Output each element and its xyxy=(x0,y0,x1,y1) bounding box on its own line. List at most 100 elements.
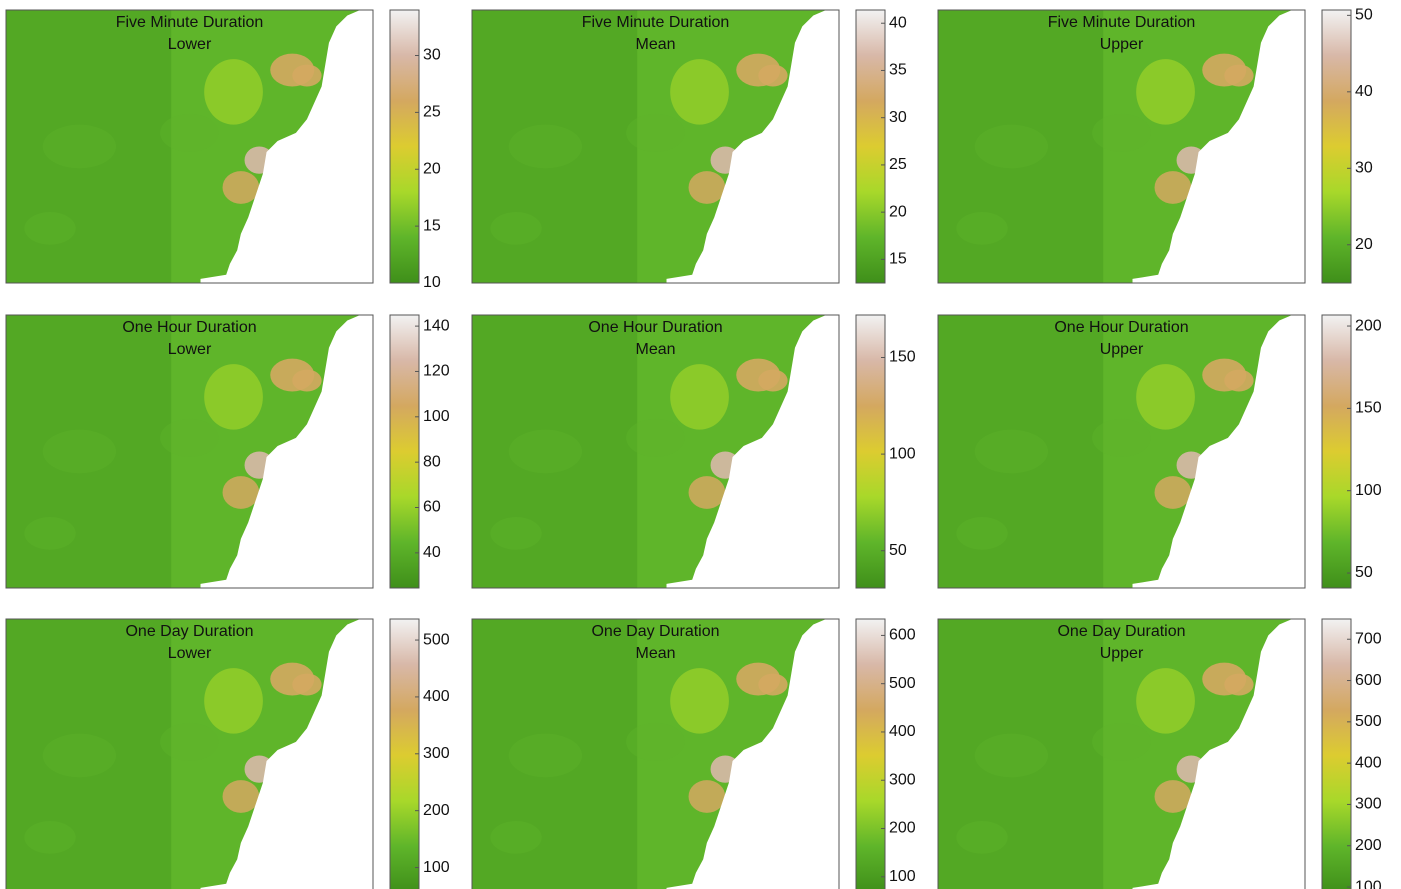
map-subtitle: Mean xyxy=(635,645,675,662)
map-feature xyxy=(975,734,1048,778)
map-feature xyxy=(24,517,75,550)
map-feature xyxy=(223,171,260,204)
map-feature xyxy=(670,668,729,734)
map-feature xyxy=(1092,419,1151,457)
colorbar-tick-label: 40 xyxy=(1355,83,1373,100)
colorbar-tick-label: 600 xyxy=(889,627,916,644)
map-subtitle: Lower xyxy=(168,341,212,358)
colorbar-tick-label: 400 xyxy=(1355,754,1382,771)
map-feature xyxy=(24,821,75,854)
map-title: One Day Duration xyxy=(591,623,719,640)
colorbar xyxy=(856,315,885,588)
map-feature xyxy=(689,476,726,509)
colorbar xyxy=(1322,315,1351,588)
map-feature xyxy=(24,212,75,245)
map-title: One Day Duration xyxy=(125,623,253,640)
colorbar-tick-label: 15 xyxy=(889,251,907,268)
map-subtitle: Upper xyxy=(1100,645,1144,662)
map-feature xyxy=(509,430,582,474)
colorbar xyxy=(1322,10,1351,283)
map-title: One Hour Duration xyxy=(122,319,256,336)
map-feature xyxy=(956,212,1007,245)
map-feature xyxy=(43,430,116,474)
colorbar xyxy=(1322,619,1351,889)
colorbar-tick-label: 30 xyxy=(1355,160,1373,177)
colorbar-tick-label: 25 xyxy=(423,104,441,121)
colorbar-tick-label: 80 xyxy=(423,453,441,470)
colorbar-tick-label: 150 xyxy=(1355,400,1382,417)
map-title: One Hour Duration xyxy=(1054,319,1188,336)
map-feature xyxy=(626,419,685,457)
map-feature xyxy=(223,780,260,813)
colorbar-tick-label: 200 xyxy=(1355,837,1382,854)
map-feature xyxy=(1136,668,1195,734)
map-feature xyxy=(292,65,321,87)
colorbar-tick-label: 300 xyxy=(1355,796,1382,813)
map-feature xyxy=(204,668,263,734)
colorbar-tick-label: 50 xyxy=(1355,564,1373,581)
colorbar xyxy=(856,619,885,889)
colorbar-tick-label: 400 xyxy=(889,723,916,740)
map-feature xyxy=(160,114,219,152)
colorbar-tick-label: 120 xyxy=(423,363,450,380)
map-feature xyxy=(975,125,1048,169)
colorbar-tick-label: 100 xyxy=(423,859,450,876)
map-feature xyxy=(490,212,541,245)
colorbar-tick-label: 140 xyxy=(423,317,450,334)
map-feature xyxy=(670,364,729,430)
map-title: One Day Duration xyxy=(1057,623,1185,640)
colorbar-tick-label: 300 xyxy=(889,771,916,788)
colorbar-tick-label: 50 xyxy=(889,542,907,559)
map-subtitle: Mean xyxy=(635,36,675,53)
map-feature xyxy=(758,65,787,87)
map-feature xyxy=(975,430,1048,474)
map-feature xyxy=(204,59,263,125)
map-feature xyxy=(223,476,260,509)
colorbar-tick-label: 300 xyxy=(423,745,450,762)
map-subtitle: Upper xyxy=(1100,341,1144,358)
map-feature xyxy=(1155,476,1192,509)
map-feature xyxy=(956,821,1007,854)
colorbar-tick-label: 100 xyxy=(889,445,916,462)
map-title: Five Minute Duration xyxy=(1048,14,1196,31)
map-feature xyxy=(956,517,1007,550)
map-feature xyxy=(292,674,321,696)
map-subtitle: Lower xyxy=(168,36,212,53)
map-feature xyxy=(626,723,685,761)
colorbar-tick-label: 500 xyxy=(1355,713,1382,730)
map-feature xyxy=(1224,674,1253,696)
map-feature xyxy=(43,125,116,169)
colorbar-tick-label: 100 xyxy=(1355,878,1382,889)
map-feature xyxy=(490,821,541,854)
map-feature xyxy=(490,517,541,550)
map-feature xyxy=(43,734,116,778)
colorbar xyxy=(390,10,419,283)
colorbar xyxy=(390,619,419,889)
map-feature xyxy=(1092,114,1151,152)
colorbar-tick-label: 40 xyxy=(889,14,907,31)
map-title: Five Minute Duration xyxy=(116,14,264,31)
map-feature xyxy=(160,723,219,761)
colorbar-tick-label: 700 xyxy=(1355,630,1382,647)
colorbar-tick-label: 15 xyxy=(423,217,441,234)
map-feature xyxy=(670,59,729,125)
colorbar-tick-label: 40 xyxy=(423,544,441,561)
map-feature xyxy=(689,780,726,813)
colorbar-tick-label: 30 xyxy=(423,47,441,64)
map-feature xyxy=(1224,65,1253,87)
figure: Five Minute DurationLower1015202530Five … xyxy=(0,0,1401,889)
map-title: Five Minute Duration xyxy=(582,14,730,31)
colorbar-tick-label: 200 xyxy=(1355,317,1382,334)
colorbar-tick-label: 500 xyxy=(423,631,450,648)
map-feature xyxy=(292,370,321,392)
colorbar-tick-label: 50 xyxy=(1355,7,1373,24)
map-feature xyxy=(160,419,219,457)
map-title: One Hour Duration xyxy=(588,319,722,336)
colorbar-tick-label: 100 xyxy=(1355,482,1382,499)
map-feature xyxy=(204,364,263,430)
colorbar-tick-label: 60 xyxy=(423,499,441,516)
map-subtitle: Lower xyxy=(168,645,212,662)
colorbar-tick-label: 200 xyxy=(889,820,916,837)
colorbar-tick-label: 100 xyxy=(423,408,450,425)
colorbar-tick-label: 200 xyxy=(423,802,450,819)
